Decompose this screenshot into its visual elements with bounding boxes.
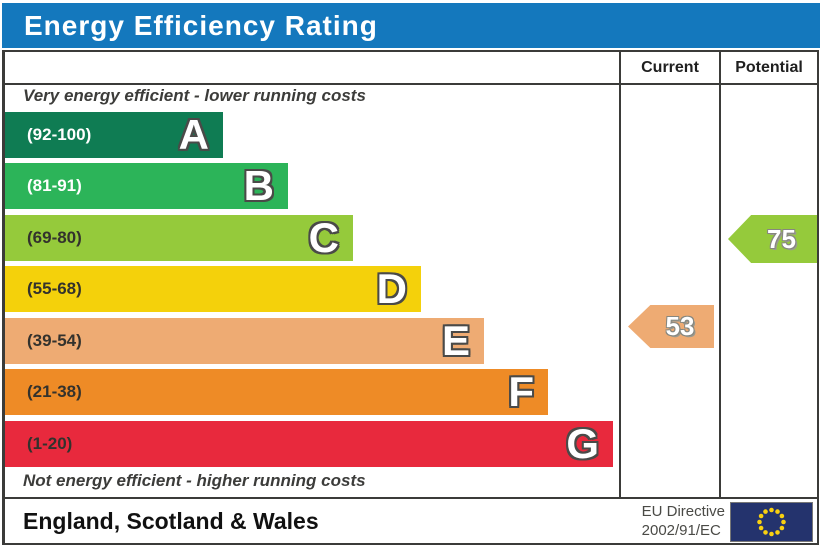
band-c: (69-80) C — [5, 215, 353, 261]
potential-rating-arrow: 75 — [728, 215, 817, 263]
band-e-letter: E — [441, 317, 470, 364]
band-b: (81-91) B — [5, 163, 288, 209]
eu-directive-label: EU Directive 2002/91/EC — [642, 502, 725, 540]
potential-rating-value: 75 — [767, 223, 796, 254]
band-d: (55-68) D — [5, 266, 421, 312]
band-d-letter: D — [376, 265, 407, 312]
rating-table: Current Potential Very energy efficient … — [2, 50, 819, 545]
band-e-range: (39-54) — [27, 331, 82, 350]
band-b-range: (81-91) — [27, 176, 82, 195]
footer: England, Scotland & Wales EU Directive 2… — [5, 499, 817, 543]
band-b-letter: B — [243, 162, 274, 209]
page-title: Energy Efficiency Rating — [24, 10, 378, 41]
footer-separator — [5, 497, 817, 499]
band-d-range: (55-68) — [27, 279, 82, 298]
bottom-note: Not energy efficient - higher running co… — [23, 471, 366, 490]
band-f-range: (21-38) — [27, 382, 82, 401]
band-a: (92-100) A — [5, 112, 223, 158]
title-bar: Energy Efficiency Rating — [2, 3, 820, 48]
band-c-range: (69-80) — [27, 228, 82, 247]
top-note: Very energy efficient - lower running co… — [23, 86, 366, 105]
current-rating-arrow: 53 — [628, 305, 714, 348]
column-header-potential: Potential — [735, 59, 803, 76]
band-f: (21-38) F — [5, 369, 548, 415]
header-separator — [5, 83, 817, 85]
band-g: (1-20) G — [5, 421, 613, 467]
column-header-current: Current — [641, 59, 699, 76]
band-e: (39-54) E — [5, 318, 484, 364]
current-rating-value: 53 — [665, 311, 695, 341]
potential-column-divider — [719, 52, 721, 497]
eu-flag-icon — [730, 502, 813, 542]
band-g-letter: G — [566, 420, 599, 467]
band-g-range: (1-20) — [27, 434, 73, 453]
band-f-letter: F — [508, 368, 534, 415]
eu-directive-line1: EU Directive — [641, 503, 725, 520]
current-column-divider — [619, 52, 621, 497]
footer-region-label: England, Scotland & Wales — [23, 508, 319, 534]
band-a-range: (92-100) — [27, 125, 92, 144]
band-a-letter: A — [178, 111, 209, 158]
band-c-letter: C — [308, 214, 339, 261]
eu-directive-line2: 2002/91/EC — [641, 522, 721, 539]
